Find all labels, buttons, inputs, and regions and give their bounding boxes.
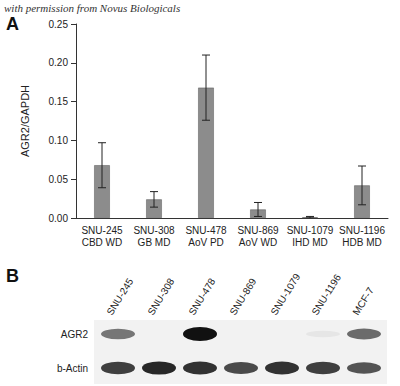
svg-text:AoV PD: AoV PD — [188, 237, 224, 248]
svg-text:AGR2/GAPDH: AGR2/GAPDH — [19, 85, 31, 157]
svg-text:CBD WD: CBD WD — [82, 237, 123, 248]
svg-text:SNU-245: SNU-245 — [81, 225, 123, 236]
svg-text:SNU-478: SNU-478 — [185, 225, 227, 236]
svg-text:SNU-308: SNU-308 — [133, 225, 175, 236]
svg-text:B: B — [6, 266, 19, 286]
svg-text:SNU-1196: SNU-1196 — [339, 225, 385, 236]
svg-text:SNU-478: SNU-478 — [186, 276, 217, 317]
svg-text:IHD MD: IHD MD — [292, 237, 328, 248]
svg-text:SNU-245: SNU-245 — [104, 276, 135, 317]
svg-text:AoV WD: AoV WD — [239, 237, 277, 248]
svg-text:SNU-1079: SNU-1079 — [268, 271, 302, 317]
svg-text:SNU-869: SNU-869 — [237, 225, 279, 236]
svg-text:0.25: 0.25 — [49, 19, 69, 30]
svg-text:0.00: 0.00 — [49, 213, 69, 224]
svg-text:SNU-1079: SNU-1079 — [287, 225, 334, 236]
svg-text:0.20: 0.20 — [49, 57, 69, 68]
html-text:with permission from Novus Bio: with permission from Novus Biologicals — [4, 2, 181, 14]
svg-text:0.15: 0.15 — [49, 96, 69, 107]
svg-text:MCF-7: MCF-7 — [350, 285, 376, 317]
svg-text:0.10: 0.10 — [49, 135, 69, 146]
html-text:A: A — [6, 14, 19, 34]
svg-text:b-Actin: b-Actin — [57, 363, 88, 374]
svg-text:SNU-308: SNU-308 — [145, 276, 176, 317]
svg-text:SNU-869: SNU-869 — [227, 276, 258, 317]
svg-text:GB MD: GB MD — [138, 237, 171, 248]
svg-text:AGR2: AGR2 — [61, 329, 89, 340]
svg-text:SNU-1196: SNU-1196 — [309, 272, 343, 317]
svg-text:0.05: 0.05 — [49, 174, 69, 185]
svg-text:HDB MD: HDB MD — [342, 237, 381, 248]
